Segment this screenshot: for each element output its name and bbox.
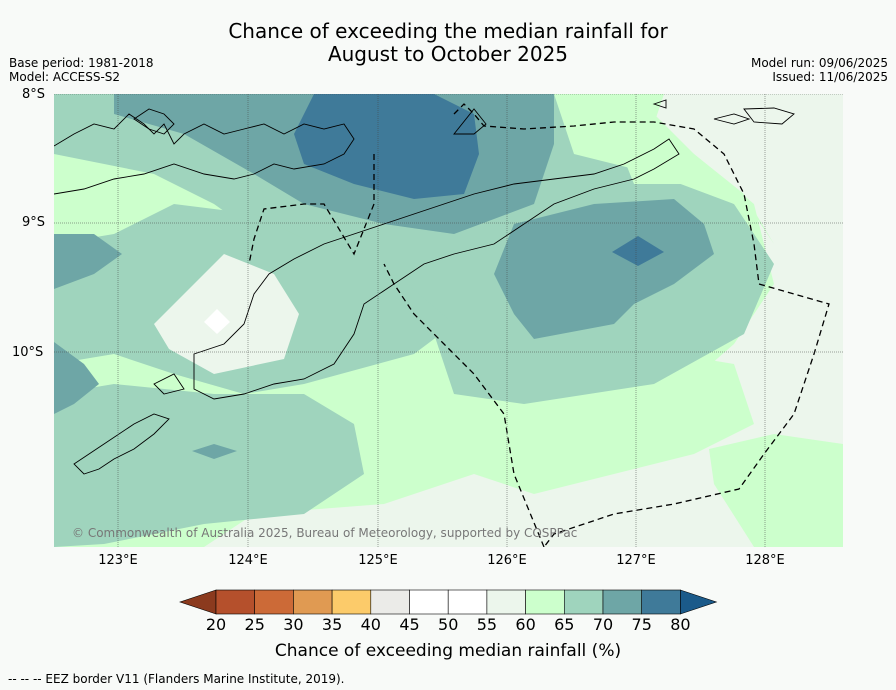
lon-label-128e: 128°E — [745, 553, 785, 568]
colorbar-tick-label: 50 — [438, 615, 459, 634]
colorbar-extend-low — [179, 589, 217, 615]
colorbar-cell — [215, 589, 256, 615]
lat-label-10s: 10°S — [12, 345, 44, 360]
region-60-65-se-patch — [709, 434, 843, 547]
colorbar-tick-label: 60 — [515, 615, 536, 634]
colorbar-cell — [254, 589, 294, 615]
colorbar-tick-label: 65 — [554, 615, 575, 634]
region-70-75-west-b — [54, 342, 99, 414]
colorbar-tick-label: 30 — [283, 615, 304, 634]
meta-left: Base period: 1981-2018 Model: ACCESS-S2 — [9, 56, 154, 84]
colorbar-cell — [486, 589, 526, 615]
rainfall-map — [54, 94, 843, 547]
colorbar-cell — [602, 589, 643, 615]
region-50-55-spot — [204, 309, 230, 334]
region-70-75-west-a — [54, 234, 122, 289]
colorbar-tick-label: 55 — [476, 615, 498, 634]
colorbar-tick-label: 70 — [592, 615, 614, 634]
lat-label-9s: 9°S — [22, 215, 46, 230]
colorbar-cell — [641, 589, 681, 615]
eez-footer: -- -- -- EEZ border V11 (Flanders Marine… — [8, 672, 345, 686]
colorbar-tick-label: 45 — [399, 615, 420, 634]
title-line-2: August to October 2025 — [327, 42, 569, 66]
colorbar-cell — [525, 589, 565, 615]
graticule — [54, 94, 843, 547]
colorbar-tick-label: 80 — [670, 615, 691, 634]
colorbar-cell — [447, 589, 488, 615]
region-60-65-mid — [454, 354, 754, 494]
colorbar-cell — [409, 589, 449, 615]
colorbar-tick-label: 75 — [631, 615, 652, 634]
lon-label-124e: 124°E — [228, 553, 268, 568]
region-55-60-interior — [154, 254, 299, 374]
region-65-70-sw — [54, 384, 364, 547]
colorbar-extend-high — [680, 589, 718, 615]
region-70-75-small — [192, 444, 237, 459]
colorbar-cell — [293, 589, 333, 615]
lon-label-126e: 126°E — [487, 553, 527, 568]
model-run: Model run: 09/06/2025 — [750, 56, 888, 70]
region-70-75-east — [494, 199, 714, 339]
colorbar-cell — [370, 589, 410, 615]
lon-label-125e: 125°E — [358, 553, 398, 568]
colorbar-tick-label: 40 — [360, 615, 381, 634]
lon-label-127e: 127°E — [616, 553, 656, 568]
base-period: Base period: 1981-2018 — [9, 56, 154, 70]
colorbar-cell — [563, 589, 604, 615]
colorbar-tick-label: 35 — [321, 615, 343, 634]
region-75-80-east — [612, 236, 664, 266]
eez-border — [248, 103, 830, 547]
colorbar-cell — [331, 589, 372, 615]
colorbar-label: Chance of exceeding median rainfall (%) — [274, 641, 622, 661]
region-75-80-north — [294, 94, 479, 199]
colorbar-tick-label: 25 — [244, 615, 265, 634]
meta-right: Model run: 09/06/2025 Issued: 11/06/2025 — [751, 56, 888, 84]
lon-label-123e: 123°E — [98, 553, 138, 568]
issued-date: Issued: 11/06/2025 — [772, 70, 888, 84]
region-60-65-north-strip — [599, 94, 774, 244]
model-name: Model: ACCESS-S2 — [9, 70, 121, 84]
colorbar — [179, 589, 718, 615]
title-line-1: Chance of exceeding the median rainfall … — [228, 19, 668, 43]
colorbar-cells — [179, 589, 718, 615]
lat-label-8s: 8°S — [22, 87, 46, 102]
coastlines — [54, 99, 795, 475]
colorbar-tick-label: 20 — [205, 615, 227, 634]
map-title: Chance of exceeding the median rainfall … — [0, 20, 896, 66]
copyright-notice: © Commonwealth of Australia 2025, Bureau… — [72, 526, 578, 540]
